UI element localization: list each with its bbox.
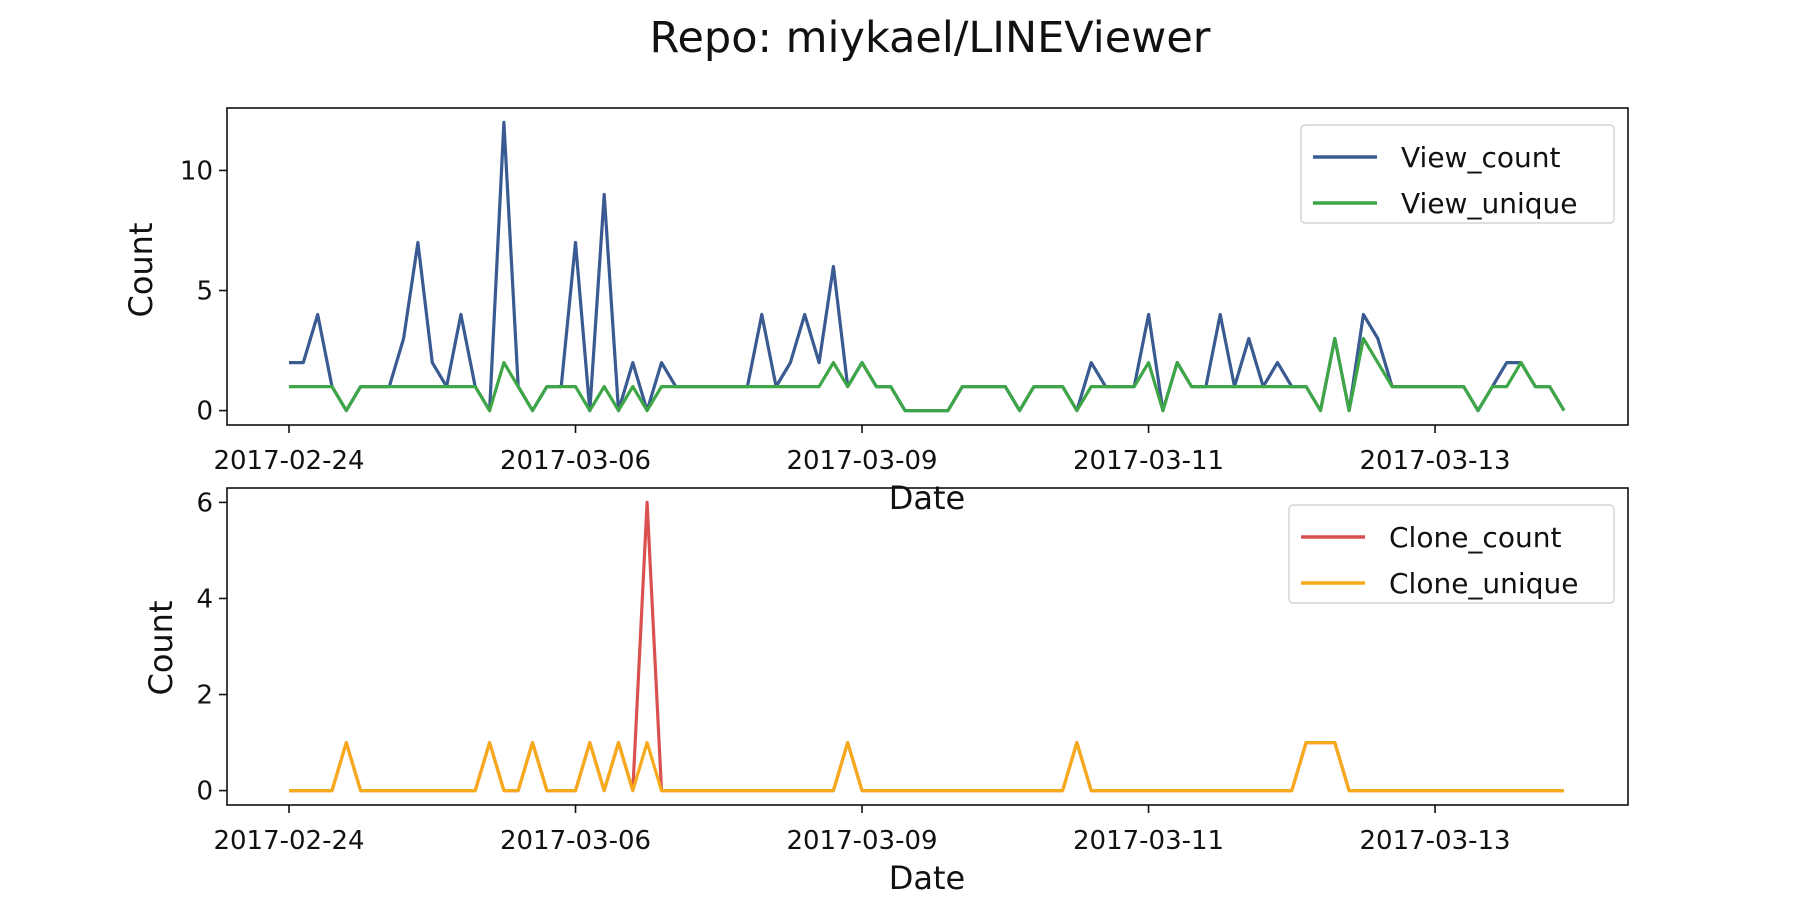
x-tick-label: 2017-03-13 <box>1360 826 1511 856</box>
x-tick-label: 2017-03-09 <box>786 826 937 856</box>
views-axes: 0 5 10 2017-02-24 2017-03-06 2017-03-09 2017-0… <box>122 107 1629 517</box>
series-line-clone-unique <box>289 740 1564 793</box>
clones-axes: 0 2 4 6 2017-02-24 2017-03-06 2017-03-09 2017-0… <box>142 487 1629 897</box>
x-tick-label: 2017-02-24 <box>213 446 364 476</box>
x-axis-label: Date <box>889 859 965 897</box>
y-tick-label: 5 <box>196 277 213 307</box>
y-tick-label: 4 <box>196 584 213 614</box>
views-legend: View_count View_unique <box>1300 124 1615 224</box>
views-axes-frame <box>226 107 1629 426</box>
clones-legend: Clone_count Clone_unique <box>1288 504 1615 604</box>
legend-label: Clone_unique <box>1389 567 1578 600</box>
x-axis-label: Date <box>889 479 965 517</box>
y-axis-label: Count <box>122 222 160 317</box>
x-tick-label: 2017-03-11 <box>1073 826 1224 856</box>
y-tick-label: 2 <box>196 681 213 711</box>
series-line-view-unique <box>289 336 1566 413</box>
y-tick-label: 0 <box>196 777 213 807</box>
legend-label: View_unique <box>1401 187 1577 220</box>
figure-title: Repo: miykael/LINEViewer <box>650 13 1211 63</box>
legend-box <box>1300 124 1615 224</box>
y-tick-label: 10 <box>180 156 213 186</box>
y-axis-label: Count <box>142 600 180 695</box>
x-tick-label: 2017-03-09 <box>786 446 937 476</box>
y-tick-label: 6 <box>196 488 213 518</box>
x-tick-label: 2017-02-24 <box>213 826 364 856</box>
x-tick-label: 2017-03-06 <box>500 446 651 476</box>
y-tick-label: 0 <box>196 397 213 427</box>
x-tick-label: 2017-03-11 <box>1073 446 1224 476</box>
legend-label: View_count <box>1401 141 1560 174</box>
legend-box <box>1288 504 1615 604</box>
legend-label: Clone_count <box>1389 521 1561 554</box>
x-tick-label: 2017-03-06 <box>500 826 651 856</box>
clones-axes-frame <box>226 487 1629 806</box>
x-tick-label: 2017-03-13 <box>1360 446 1511 476</box>
